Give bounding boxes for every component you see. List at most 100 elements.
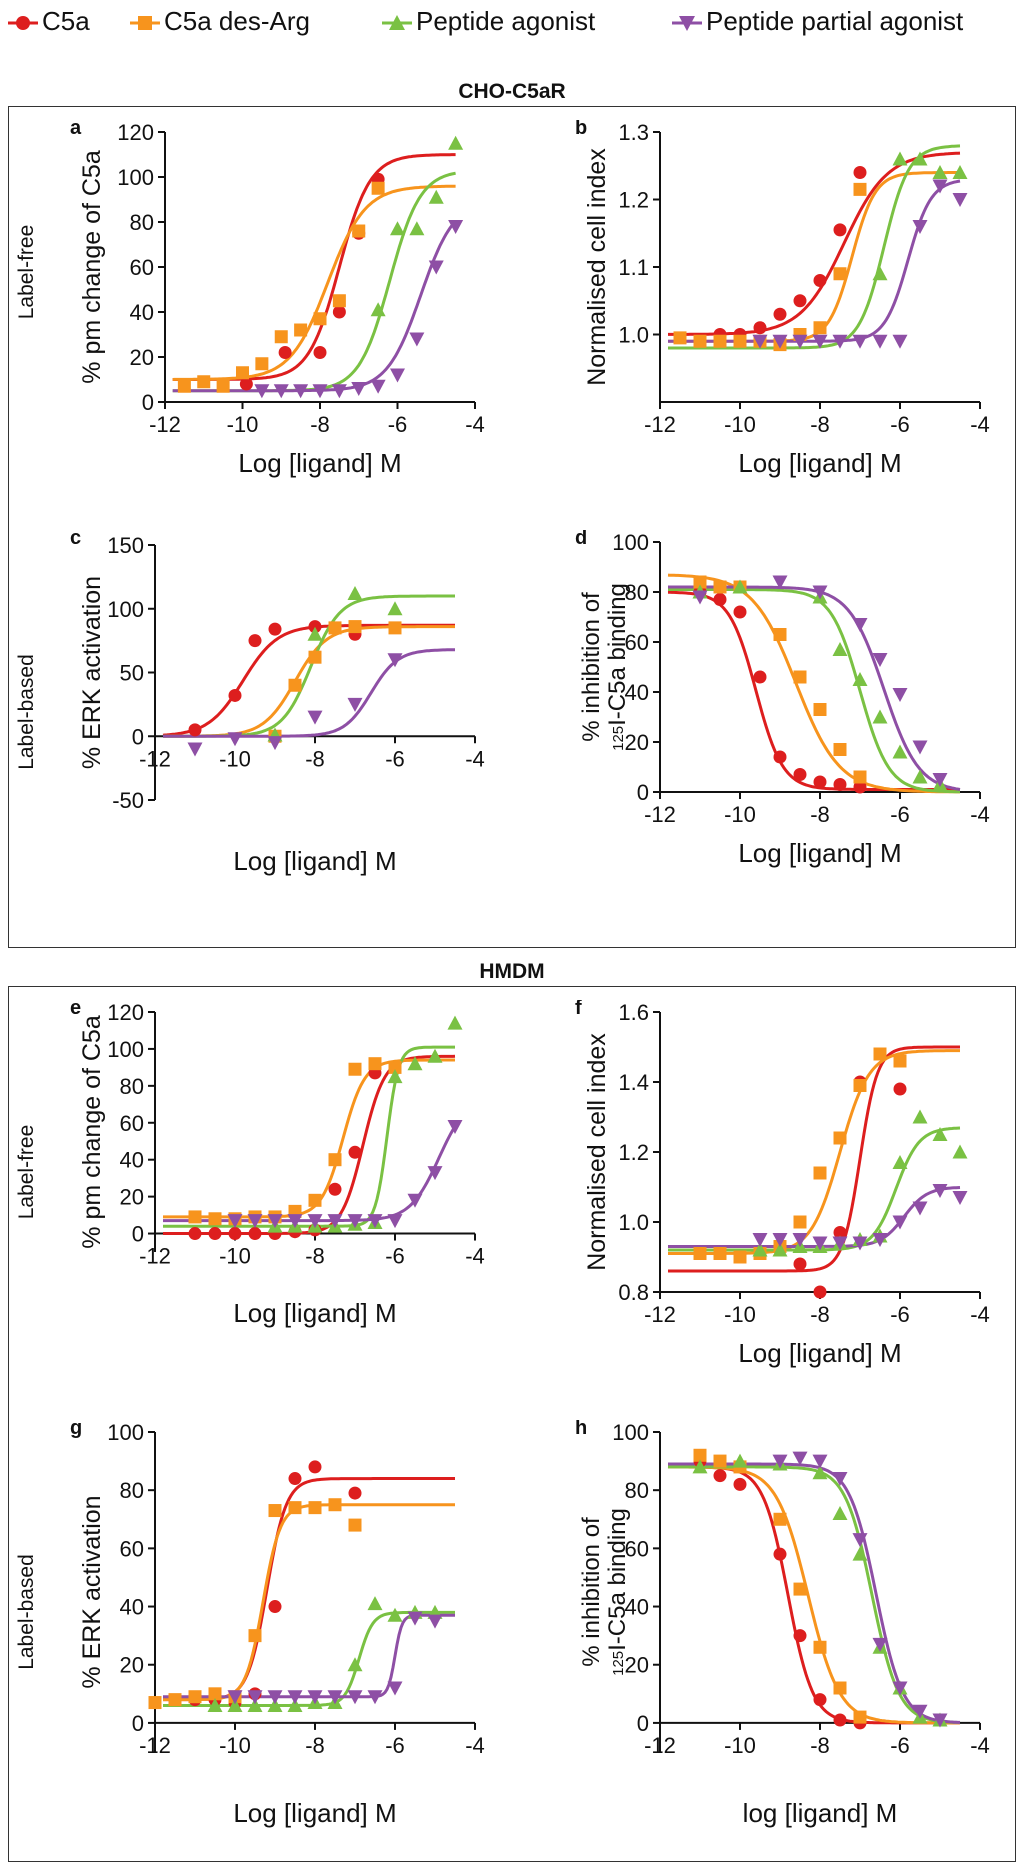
panel-letter: h [575,1420,587,1439]
data-point-peptide-partial-agonist [267,1690,283,1705]
x-tick-label: -12 [139,1244,171,1269]
data-point-c5a-des-arg [853,1710,867,1724]
data-point-peptide-partial-agonist [347,1214,363,1229]
data-point-peptide-partial-agonist [387,653,403,668]
data-point-c5a-des-arg [332,294,346,308]
series-c5a [188,1066,382,1241]
y-tick-label: 120 [117,120,154,145]
data-point-peptide-partial-agonist [427,1614,443,1629]
data-point-peptide-partial-agonist [872,334,888,349]
data-point-c5a-des-arg [853,770,867,784]
panel-letter: e [70,1000,81,1019]
series-peptide-agonist [267,585,403,742]
data-point-peptide-agonist [407,1056,423,1071]
data-point-c5a-des-arg [833,1131,847,1145]
y-tick-label: 0.8 [618,1280,649,1305]
y-tick-label: 60 [120,1111,144,1136]
data-point-peptide-partial-agonist [892,334,908,349]
data-point-c5a [328,1182,342,1196]
y-tick-label: 60 [625,630,649,655]
chart-panel-c: c -50 0 50 100 150 -12 -10 -8 -6 -4 Log [ligand] M%… [70,530,485,876]
data-point-c5a [188,723,202,737]
data-point-c5a [853,166,867,179]
y-axis-label: % pm change of C5a [78,1015,106,1249]
data-point-peptide-partial-agonist [428,260,444,275]
x-tick-label: -12 [644,1302,676,1327]
data-point-c5a [288,1472,302,1486]
x-tick-label: -4 [970,802,990,827]
series-peptide-agonist [267,1015,463,1233]
data-point-peptide-agonist [428,189,444,204]
y-tick-label: 100 [107,1420,144,1445]
x-tick-label: -6 [890,412,910,437]
fit-curve-c5a-des-arg [668,171,960,343]
data-point-peptide-partial-agonist [852,1236,868,1251]
x-axis-label: Log [ligand] M [233,1798,396,1828]
x-tick-label: -12 [139,746,171,771]
y-tick-label: 0 [132,1222,144,1247]
y-axis-label-line2: 125I-C5a binding [604,583,631,751]
fit-curve-peptide-partial-agonist [172,219,457,393]
data-point-peptide-agonist [892,151,908,166]
y-axis-label: % inhibition of [578,1517,605,1667]
data-point-peptide-agonist [892,1155,908,1169]
x-tick-label: -8 [305,1244,325,1269]
data-point-c5a-des-arg [197,375,211,389]
data-point-peptide-agonist [427,1048,443,1063]
data-point-peptide-partial-agonist [293,384,309,399]
series-peptide-partial-agonist [692,575,948,787]
x-tick-label: -8 [810,802,830,827]
data-point-c5a-des-arg [873,1047,887,1061]
data-point-c5a-des-arg [352,224,366,238]
data-point-c5a-des-arg [813,703,827,716]
y-tick-label: 40 [120,1148,144,1173]
data-point-c5a-des-arg [368,1057,382,1071]
data-point-c5a-des-arg [813,1640,827,1654]
data-point-c5a [793,294,807,308]
legend-label: Peptide agonist [416,6,596,36]
data-point-peptide-partial-agonist [912,220,928,234]
y-tick-label: 40 [120,1595,144,1620]
data-point-peptide-agonist [912,769,928,784]
x-tick-label: -6 [385,1244,405,1269]
series-c5a-des-arg [693,1047,907,1264]
data-point-peptide-agonist [347,1657,363,1672]
x-tick-label: -12 [149,412,181,437]
data-point-c5a-des-arg [208,1212,222,1226]
data-point-peptide-partial-agonist [692,590,708,605]
data-point-peptide-agonist [852,672,868,686]
y-tick-label: 120 [107,1000,144,1025]
data-point-peptide-partial-agonist [932,773,948,787]
data-point-c5a-des-arg [208,1687,222,1701]
fit-curve-peptide-partial-agonist [668,585,961,791]
fit-curve-peptide-partial-agonist [668,179,961,343]
series-c5a-des-arg [673,182,867,352]
data-point-c5a [793,1257,807,1271]
data-point-c5a [248,634,262,648]
data-point-c5a [813,1693,827,1707]
data-point-peptide-partial-agonist [852,618,868,632]
series-peptide-partial-agonist [227,1119,463,1229]
y-axis-label: % inhibition of [578,592,605,742]
data-point-peptide-agonist [812,1465,828,1480]
fit-curve-c5a [668,151,961,336]
data-point-peptide-partial-agonist [832,1236,848,1251]
x-tick-label: -6 [385,746,405,771]
fit-curve-c5a [668,590,960,791]
data-point-c5a-des-arg [793,1215,807,1229]
data-point-c5a-des-arg [388,621,402,635]
x-tick-label: -10 [227,412,259,437]
x-tick-label: -8 [305,1733,325,1758]
y-axis-label-text: I-C5a binding [604,1508,631,1651]
data-point-peptide-agonist [287,1697,303,1712]
y-tick-label: 20 [120,1185,144,1210]
data-point-c5a [239,377,253,391]
row-label-label-based-bottom: Label-based [15,1554,38,1670]
series-c5a-des-arg [268,620,402,743]
row-label-label-based-top: Label-based [15,654,38,770]
data-point-c5a-des-arg [248,1629,262,1643]
data-point-c5a [893,1082,907,1096]
data-point-c5a [813,1285,827,1299]
y-tick-label: 100 [107,1037,144,1062]
series-peptide-partial-agonist [772,1451,948,1728]
